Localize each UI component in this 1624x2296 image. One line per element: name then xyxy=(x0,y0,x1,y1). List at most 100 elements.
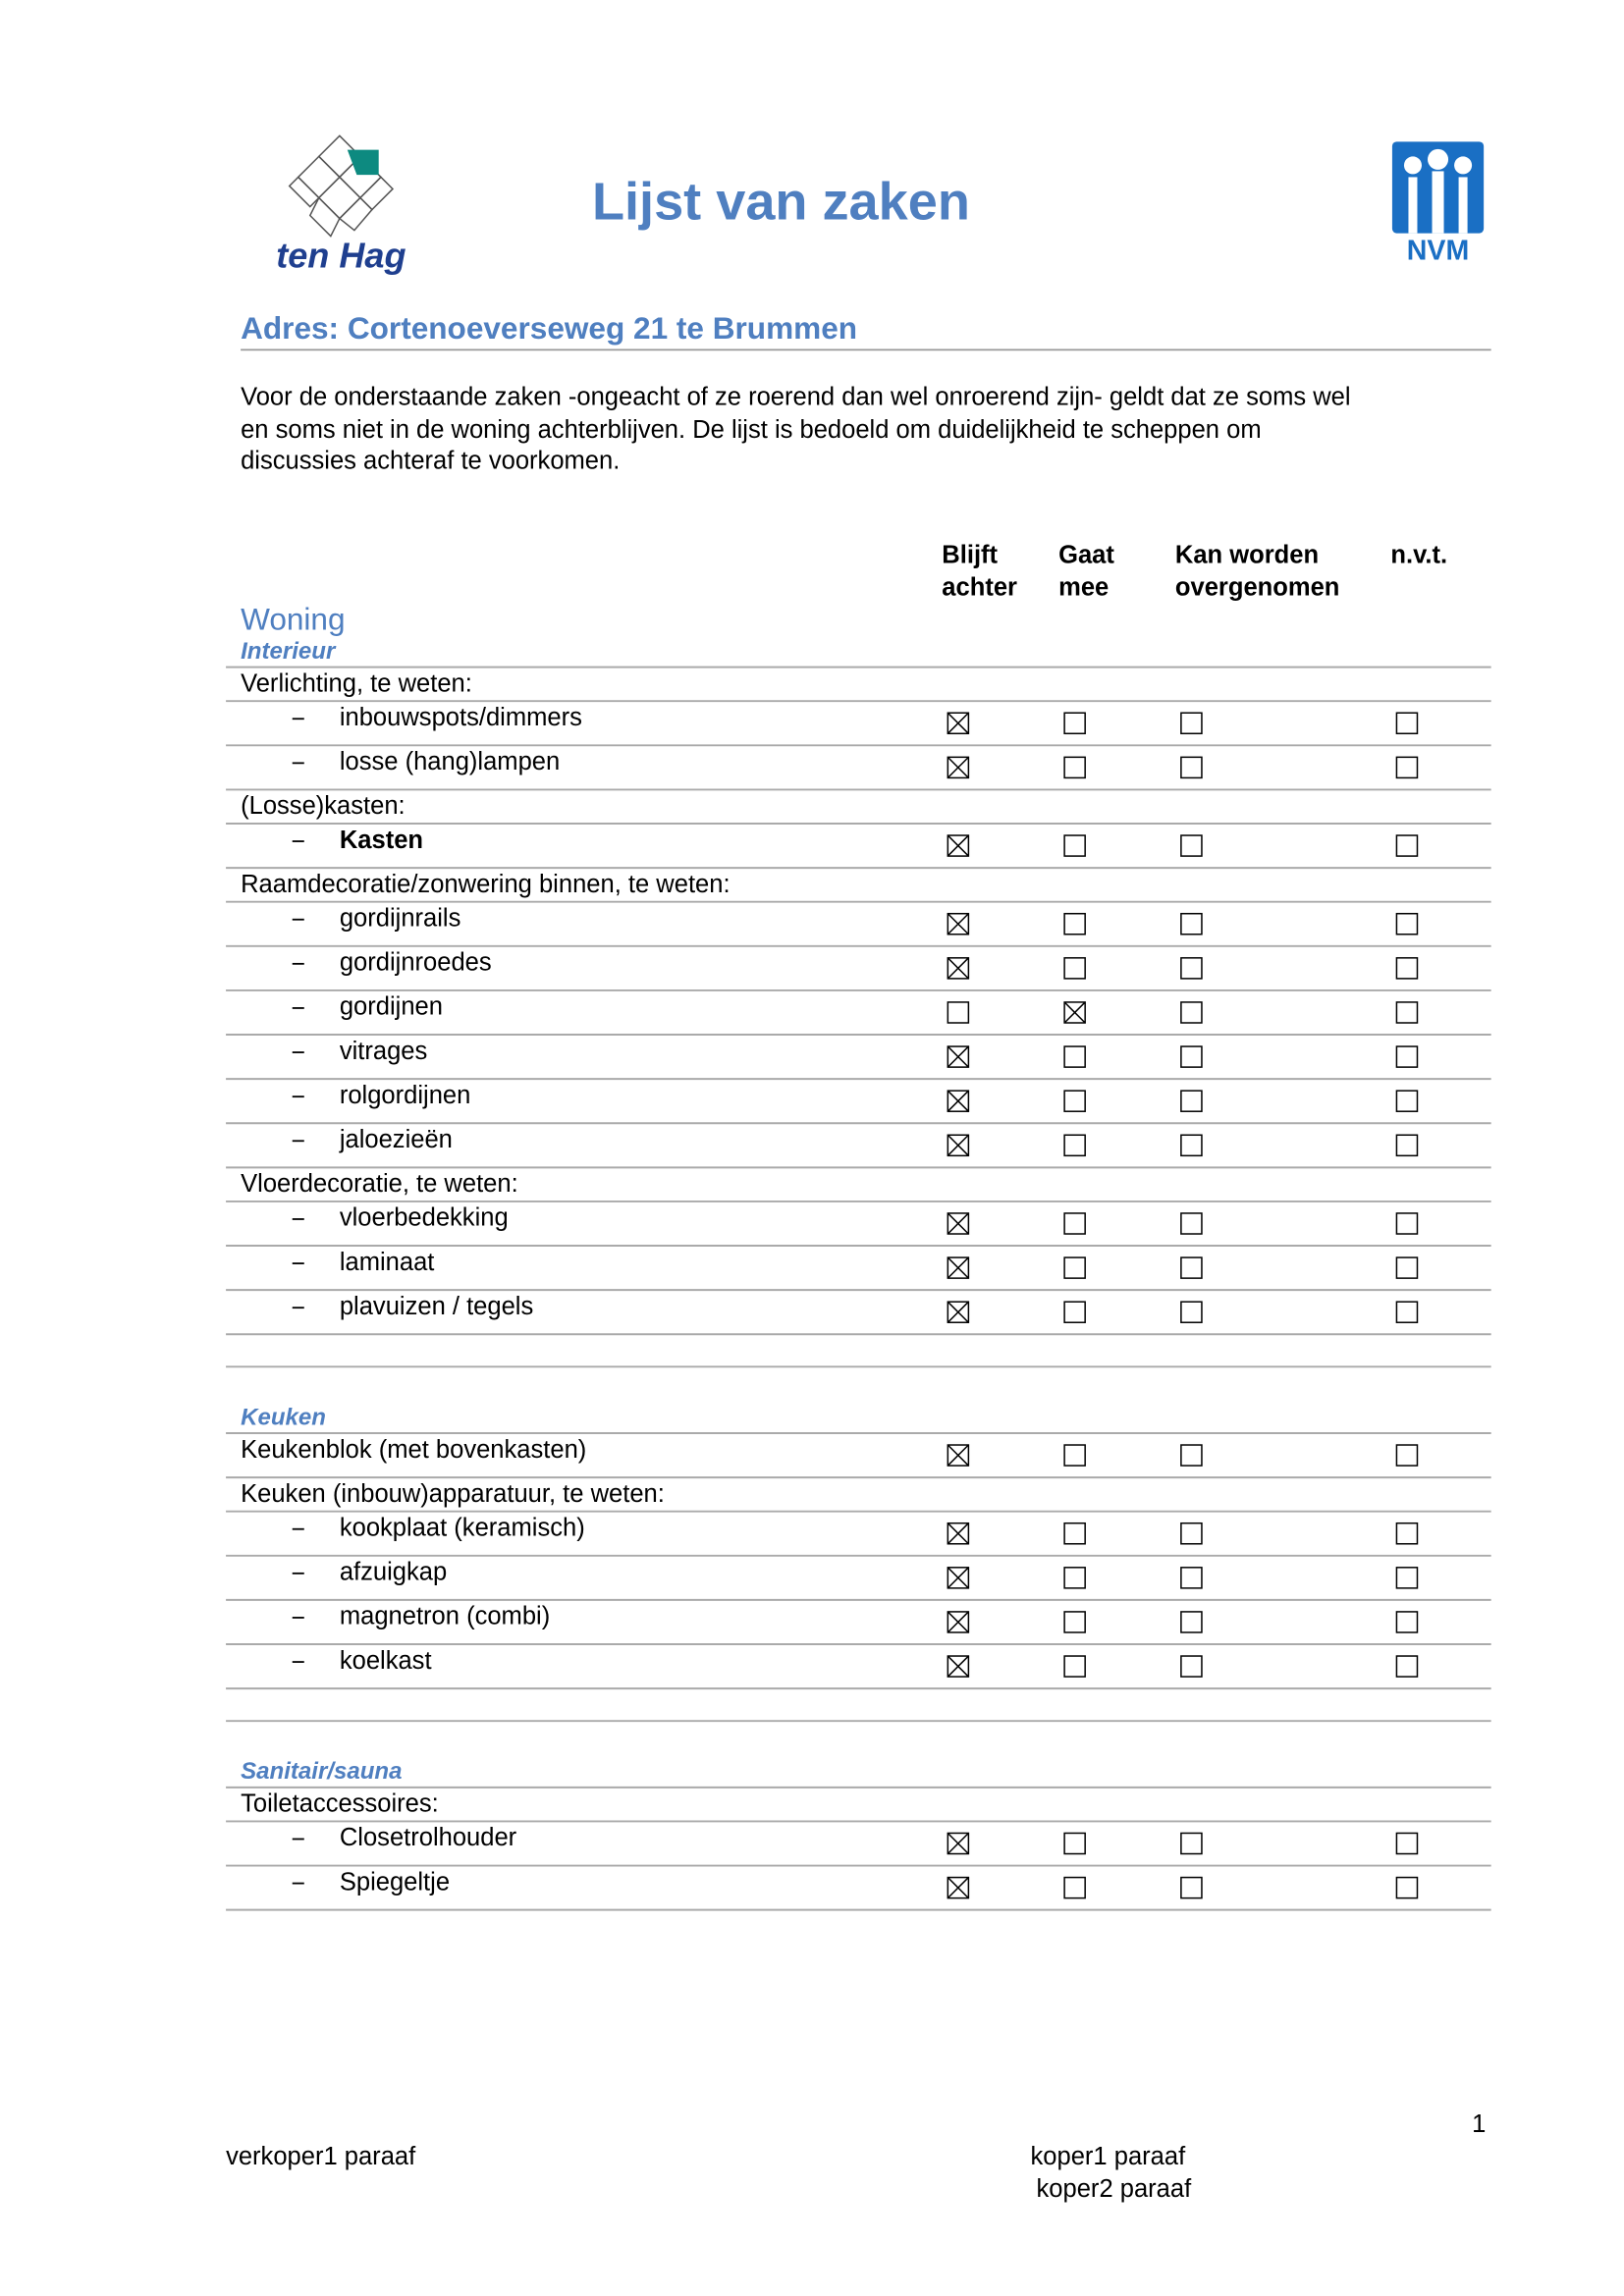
item-label: Spiegeltje xyxy=(340,1868,450,1896)
column-header: n.v.t. xyxy=(1390,542,1447,569)
checkbox xyxy=(1395,1611,1419,1633)
checkbox xyxy=(1180,1655,1203,1678)
item-label: afzuigkap xyxy=(340,1559,447,1586)
column-header: mee xyxy=(1058,574,1109,602)
item-label: gordijnrails xyxy=(340,904,461,932)
item-label: gordijnen xyxy=(340,993,443,1021)
item-label: Kasten xyxy=(340,827,423,854)
checkbox xyxy=(947,1001,970,1024)
logo-nvm xyxy=(1391,141,1485,234)
checkbox-cross xyxy=(947,1522,969,1545)
logo-text: ten Hag xyxy=(276,236,406,276)
checkbox xyxy=(947,1522,970,1545)
item-label: losse (hang)lampen xyxy=(340,748,560,775)
checkbox xyxy=(1063,1611,1086,1633)
checkbox-cross xyxy=(947,1444,969,1467)
checkbox xyxy=(947,1090,970,1112)
address: Adres: Cortenoeverseweg 21 te Brummen xyxy=(241,310,857,346)
column-header: Gaat xyxy=(1058,542,1114,569)
item-label: vloerbedekking xyxy=(340,1204,509,1232)
checkbox xyxy=(1180,1832,1203,1855)
group-label: Vloerdecoratie, te weten: xyxy=(241,1170,518,1198)
item-label: Keukenblok (met bovenkasten) xyxy=(241,1436,586,1464)
checkbox xyxy=(1063,1444,1086,1467)
checkbox xyxy=(1180,1256,1203,1279)
checkbox-cross xyxy=(947,1832,969,1855)
group-label: Keuken (inbouw)apparatuur, te weten: xyxy=(241,1480,665,1508)
checkbox xyxy=(1180,712,1203,735)
item-label: vitrages xyxy=(340,1038,427,1065)
checkbox xyxy=(1063,912,1086,935)
checkbox xyxy=(1395,1522,1419,1545)
item-label: inbouwspots/dimmers xyxy=(340,704,582,731)
item-label: rolgordijnen xyxy=(340,1082,471,1109)
checkbox xyxy=(1063,712,1086,735)
logo-text: NVM xyxy=(1407,236,1469,267)
checkbox xyxy=(1063,1301,1086,1323)
checkbox xyxy=(947,1256,970,1279)
checkbox xyxy=(1063,756,1086,779)
group-label: Raamdecoratie/zonwering binnen, te weten… xyxy=(241,871,730,898)
checkbox xyxy=(1180,1567,1203,1589)
checkbox xyxy=(947,1045,970,1068)
section-heading: Keuken xyxy=(241,1404,326,1430)
checkbox xyxy=(1395,1444,1419,1467)
signature-label: verkoper1 paraaf xyxy=(226,2143,416,2170)
item-label: gordijnroedes xyxy=(340,949,492,977)
checkbox xyxy=(1180,1001,1203,1024)
checkbox-cross xyxy=(947,712,969,734)
checkbox xyxy=(1180,1611,1203,1633)
checkbox xyxy=(1395,1256,1419,1279)
intro-line: discussies achteraf te voorkomen. xyxy=(241,447,620,474)
checkbox xyxy=(1395,1045,1419,1068)
checkbox xyxy=(947,1212,970,1235)
checkbox xyxy=(1063,1212,1086,1235)
checkbox xyxy=(1395,912,1419,935)
item-label: koelkast xyxy=(340,1647,432,1675)
checkbox xyxy=(947,834,970,857)
checkbox xyxy=(1180,912,1203,935)
checkbox xyxy=(1180,1522,1203,1545)
checkbox-cross xyxy=(947,1134,969,1156)
group-label: Verlichting, te weten: xyxy=(241,669,472,697)
checkbox xyxy=(1395,957,1419,980)
checkbox-cross xyxy=(947,1045,969,1068)
checkbox xyxy=(1063,957,1086,980)
column-header: Kan worden xyxy=(1175,542,1319,569)
checkbox xyxy=(947,1876,970,1899)
checkbox xyxy=(1395,1876,1419,1899)
checkbox xyxy=(1395,1134,1419,1157)
checkbox-cross xyxy=(947,1877,969,1899)
main-heading: Woning xyxy=(241,601,345,636)
intro-line: en soms niet in de woning achterblijven.… xyxy=(241,416,1262,444)
checkbox xyxy=(1063,1001,1086,1024)
checkbox-cross xyxy=(947,1655,969,1678)
checkbox xyxy=(1395,1090,1419,1112)
checkbox xyxy=(1180,957,1203,980)
checkbox xyxy=(1395,1832,1419,1855)
item-label: magnetron (combi) xyxy=(340,1603,550,1630)
checkbox-cross xyxy=(947,1090,969,1112)
title: Lijst van zaken xyxy=(592,172,970,231)
checkbox xyxy=(1063,1567,1086,1589)
checkbox-cross xyxy=(947,957,969,980)
checkbox xyxy=(947,756,970,779)
checkbox xyxy=(947,1134,970,1157)
checkbox-cross xyxy=(947,756,969,778)
checkbox xyxy=(1063,1134,1086,1157)
item-label: Closetrolhouder xyxy=(340,1824,517,1851)
checkbox xyxy=(1063,834,1086,857)
checkbox xyxy=(1180,1134,1203,1157)
checkbox xyxy=(1063,1832,1086,1855)
item-label: laminaat xyxy=(340,1249,435,1276)
section-heading: Interieur xyxy=(241,638,337,665)
checkbox xyxy=(1395,1001,1419,1024)
column-header: achter xyxy=(942,574,1017,602)
checkbox xyxy=(1180,1876,1203,1899)
checkbox xyxy=(1180,1212,1203,1235)
intro-line: Voor de onderstaande zaken -ongeacht of … xyxy=(241,384,1350,411)
signature-label: koper2 paraaf xyxy=(1037,2175,1193,2203)
